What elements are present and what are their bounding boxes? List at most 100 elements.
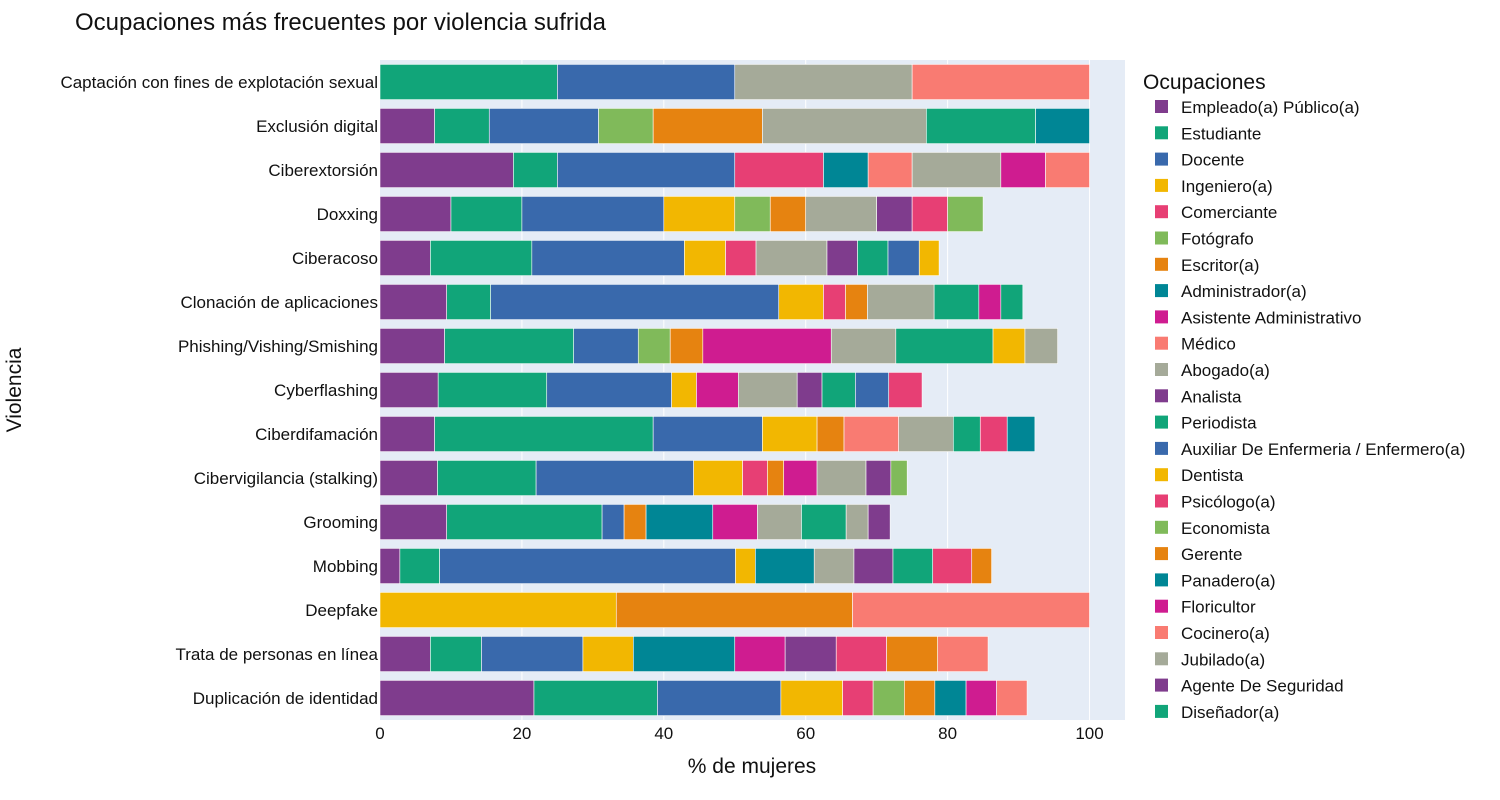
- legend-swatch: [1155, 415, 1168, 429]
- bar-segment: [446, 504, 603, 540]
- legend-entry-label: Asistente Administrativo: [1181, 308, 1361, 327]
- bar-segment: [702, 328, 832, 364]
- legend-swatch: [1155, 126, 1168, 140]
- bar-segment: [430, 240, 533, 276]
- bar-segment: [557, 64, 736, 100]
- legend-entry-label: Comerciante: [1181, 203, 1277, 222]
- bar-segment: [535, 460, 694, 496]
- y-tick-label: Clonación de aplicaciones: [180, 293, 378, 312]
- y-tick-label: Cyberflashing: [274, 381, 378, 400]
- bar-segment: [693, 460, 743, 496]
- x-tick-label: 40: [654, 724, 673, 743]
- bar-segment: [965, 680, 997, 716]
- legend-entry-label: Abogado(a): [1181, 361, 1270, 380]
- bar-segment: [835, 636, 887, 672]
- bar-segment: [821, 372, 856, 408]
- bar-segment: [1006, 416, 1036, 452]
- bar-segment: [430, 636, 482, 672]
- legend-swatch: [1155, 599, 1168, 613]
- legend-entry-label: Escritor(a): [1181, 256, 1259, 275]
- legend-swatch: [1155, 100, 1168, 113]
- bar-segment: [876, 196, 913, 232]
- bars: [379, 64, 1090, 716]
- x-tick-label: 60: [796, 724, 815, 743]
- bar-segment: [645, 504, 714, 540]
- legend-swatch: [1155, 626, 1168, 639]
- legend-swatch: [1155, 284, 1168, 298]
- bar-segment: [379, 416, 435, 452]
- bar-segment: [1000, 284, 1024, 320]
- bar-segment: [742, 460, 768, 496]
- bar-segment: [918, 240, 940, 276]
- bar-segment: [533, 680, 658, 716]
- bar-segment: [853, 548, 894, 584]
- bar-segment: [488, 108, 599, 144]
- bar-segment: [855, 372, 890, 408]
- legend-swatch: [1155, 520, 1168, 534]
- bar-segment: [734, 636, 786, 672]
- legend-entry-label: Administrador(a): [1181, 282, 1307, 301]
- bar-segment: [557, 152, 736, 188]
- bar-segment: [979, 416, 1008, 452]
- bar-segment: [857, 240, 889, 276]
- y-tick-label: Grooming: [303, 513, 378, 532]
- bar-segment: [379, 460, 438, 496]
- bar-segment: [865, 460, 892, 496]
- bar-segment: [872, 680, 905, 716]
- bar-segment: [439, 548, 736, 584]
- bar-segment: [1000, 152, 1046, 188]
- bar-segment: [379, 372, 439, 408]
- legend-entry-label: Cocinero(a): [1181, 624, 1270, 643]
- bar-segment: [379, 196, 452, 232]
- y-tick-label: Ciberdifamación: [255, 425, 378, 444]
- bar-segment: [816, 460, 867, 496]
- x-tick-label: 0: [375, 724, 384, 743]
- bar-segment: [911, 64, 1090, 100]
- legend-entry-label: Docente: [1181, 151, 1244, 170]
- legend-items: Empleado(a) Público(a) Estudiante Docente I…: [1155, 98, 1465, 722]
- y-tick-label: Phishing/Vishing/Smishing: [178, 337, 378, 356]
- bar-segment: [898, 416, 954, 452]
- y-tick-label: Mobbing: [313, 557, 378, 576]
- bar-segment: [830, 328, 897, 364]
- bar-segment: [867, 284, 935, 320]
- bar-segment: [769, 196, 807, 232]
- legend-entry-label: Estudiante: [1181, 124, 1261, 143]
- bar-segment: [379, 108, 435, 144]
- bar-segment: [437, 460, 537, 496]
- bar-segment: [933, 284, 980, 320]
- bar-segment: [845, 284, 868, 320]
- bar-segment: [886, 636, 938, 672]
- legend-swatch: [1155, 704, 1168, 718]
- legend-entry-label: Panadero(a): [1181, 571, 1276, 590]
- bar-segment: [546, 372, 672, 408]
- legend-entry-label: Economista: [1181, 519, 1270, 538]
- bar-segment: [852, 592, 1090, 628]
- bar-segment: [725, 240, 757, 276]
- bar-segment: [1024, 328, 1058, 364]
- bar-segment: [632, 636, 736, 672]
- legend-swatch: [1155, 468, 1168, 482]
- legend-title: Ocupaciones: [1143, 71, 1266, 94]
- bar-segment: [450, 196, 523, 232]
- bar-segment: [446, 284, 491, 320]
- bar-segment: [926, 108, 1036, 144]
- bar-segment: [669, 328, 704, 364]
- legend-entry-label: Dentista: [1181, 466, 1244, 485]
- bar-segment: [379, 284, 447, 320]
- bar-segment: [444, 328, 575, 364]
- bar-segment: [652, 108, 763, 144]
- bar-segment: [657, 680, 782, 716]
- y-tick-label: Doxxing: [317, 205, 378, 224]
- bar-segment: [805, 196, 877, 232]
- bar-segment: [895, 328, 994, 364]
- bar-segment: [867, 504, 891, 540]
- bar-segment: [663, 196, 736, 232]
- bar-segment: [734, 64, 913, 100]
- bar-segment: [911, 196, 948, 232]
- legend-entry-label: Diseñador(a): [1181, 703, 1279, 722]
- legend-swatch: [1155, 573, 1168, 587]
- bar-segment: [887, 240, 920, 276]
- y-tick-label: Deepfake: [305, 601, 378, 620]
